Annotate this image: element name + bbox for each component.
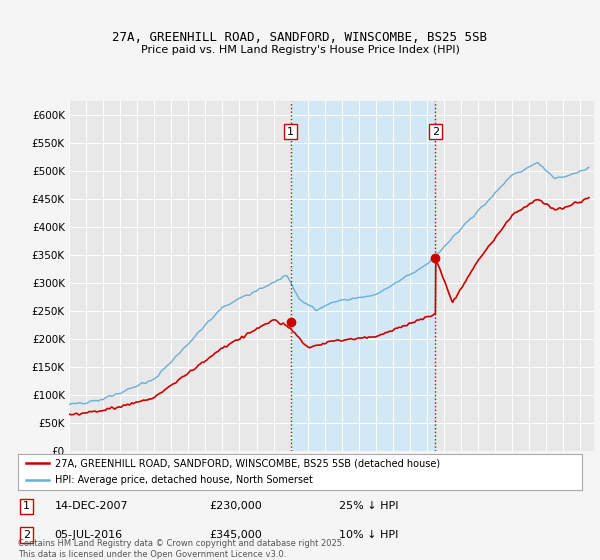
- Text: Contains HM Land Registry data © Crown copyright and database right 2025.
This d: Contains HM Land Registry data © Crown c…: [18, 539, 344, 559]
- Text: HPI: Average price, detached house, North Somerset: HPI: Average price, detached house, Nort…: [55, 475, 313, 485]
- Text: 1: 1: [287, 127, 294, 137]
- Text: 14-DEC-2007: 14-DEC-2007: [55, 501, 128, 511]
- Text: 2: 2: [432, 127, 439, 137]
- Text: 27A, GREENHILL ROAD, SANDFORD, WINSCOMBE, BS25 5SB (detached house): 27A, GREENHILL ROAD, SANDFORD, WINSCOMBE…: [55, 459, 440, 468]
- Text: 1: 1: [23, 501, 30, 511]
- Text: £345,000: £345,000: [210, 530, 263, 540]
- Text: 25% ↓ HPI: 25% ↓ HPI: [340, 501, 399, 511]
- Text: 27A, GREENHILL ROAD, SANDFORD, WINSCOMBE, BS25 5SB: 27A, GREENHILL ROAD, SANDFORD, WINSCOMBE…: [113, 31, 487, 44]
- Bar: [290, 101, 436, 451]
- Text: 2: 2: [23, 530, 30, 540]
- Text: 05-JUL-2016: 05-JUL-2016: [55, 530, 123, 540]
- Text: Price paid vs. HM Land Registry's House Price Index (HPI): Price paid vs. HM Land Registry's House …: [140, 45, 460, 55]
- Text: £230,000: £230,000: [210, 501, 263, 511]
- Text: 10% ↓ HPI: 10% ↓ HPI: [340, 530, 399, 540]
